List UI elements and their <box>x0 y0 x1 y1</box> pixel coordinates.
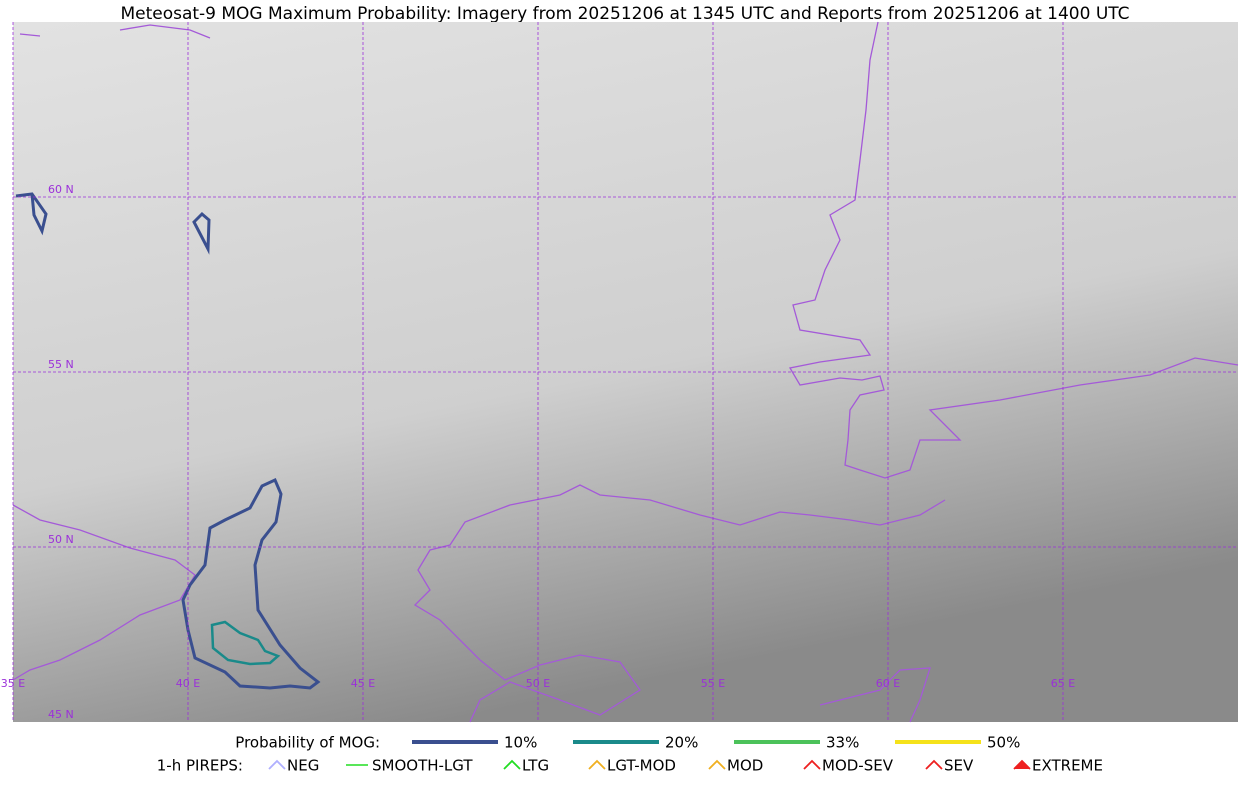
lon-label: 45 E <box>351 677 375 690</box>
pirep-label: LTG <box>522 757 549 775</box>
pirep-icon <box>588 759 606 770</box>
lat-label: 60 N <box>48 183 74 196</box>
lat-label: 50 N <box>48 533 74 546</box>
lat-label: 45 N <box>48 708 74 721</box>
pirep-label: NEG <box>287 757 319 775</box>
legend-label: 50% <box>987 734 1020 752</box>
pirep-label: SMOOTH-LGT <box>372 757 473 775</box>
pirep-icon <box>708 759 726 770</box>
pirep-icon <box>503 759 521 770</box>
legend: Probability of MOG: 10% 20% 33% 50% 1-h PIREP… <box>157 734 1103 775</box>
pirep-label: EXTREME <box>1032 757 1103 775</box>
lon-label: 55 E <box>701 677 725 690</box>
pirep-icon <box>803 759 821 770</box>
pirep-label: MOD <box>727 757 763 775</box>
title: Meteosat-9 MOG Maximum Probability: Imag… <box>120 4 1129 24</box>
lon-label: 35 E <box>1 677 25 690</box>
graticule: 60 N 55 N 50 N 45 N 35 E 40 E 45 E 50 E 55 E 60 E… <box>1 22 1238 722</box>
mog-contours <box>15 192 321 690</box>
pirep-label: MOD-SEV <box>822 757 894 775</box>
pirep-icon <box>1013 759 1031 770</box>
pirep-icon <box>925 759 943 770</box>
pirep-label: LGT-MOD <box>607 757 676 775</box>
pirep-label: SEV <box>944 757 974 775</box>
lon-label: 50 E <box>526 677 550 690</box>
legend-label: 10% <box>504 734 537 752</box>
legend-label: 20% <box>665 734 698 752</box>
legend-title: 1-h PIREPS: <box>157 757 243 775</box>
lon-label: 60 E <box>876 677 900 690</box>
lon-label: 40 E <box>176 677 200 690</box>
pirep-icon <box>268 759 286 770</box>
legend-title: Probability of MOG: <box>235 734 380 752</box>
lat-label: 55 N <box>48 358 74 371</box>
legend-label: 33% <box>826 734 859 752</box>
lon-label: 65 E <box>1051 677 1075 690</box>
